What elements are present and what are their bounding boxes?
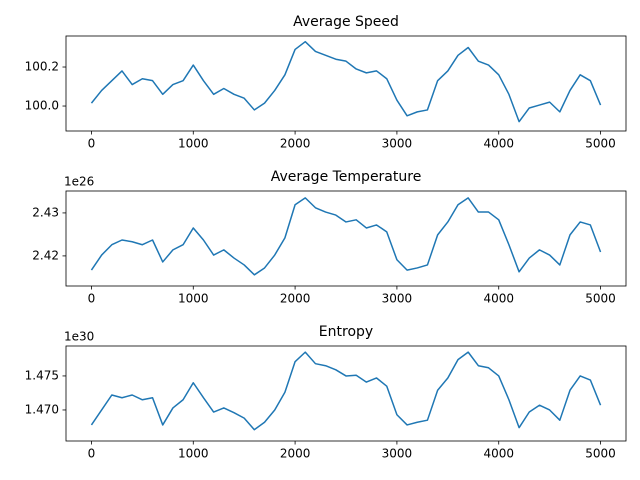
data-line: [90, 40, 602, 123]
data-line: [90, 351, 602, 431]
x-tick-label: 0: [88, 292, 96, 306]
y-tick-label: 1.475: [25, 368, 59, 382]
x-tick-label: 2000: [280, 137, 311, 151]
x-tick-label: 2000: [280, 447, 311, 461]
x-tick-label: 2000: [280, 292, 311, 306]
x-tick-label: 4000: [483, 137, 514, 151]
x-tick-label: 5000: [585, 447, 616, 461]
x-tick-label: 3000: [382, 137, 413, 151]
chart-title: Average Speed: [293, 14, 399, 30]
x-tick-label: 3000: [382, 447, 413, 461]
x-tick-label: 1000: [178, 447, 209, 461]
chart-title: Average Temperature: [271, 169, 422, 185]
y-tick-label: 100.2: [25, 60, 59, 74]
axes-frame: [65, 35, 627, 132]
x-tick-label: 5000: [585, 292, 616, 306]
y-tick-label: 2.42: [32, 248, 59, 262]
x-tick-label: 1000: [178, 137, 209, 151]
x-tick-label: 4000: [483, 447, 514, 461]
x-tick-label: 1000: [178, 292, 209, 306]
chart-title: Entropy: [319, 324, 373, 340]
x-tick-label: 3000: [382, 292, 413, 306]
y-tick-label: 100.0: [25, 99, 59, 113]
data-line: [90, 197, 602, 276]
x-tick-label: 4000: [483, 292, 514, 306]
y-tick-label: 1.470: [25, 402, 59, 416]
x-tick-label: 0: [88, 447, 96, 461]
offset-label: 1e30: [64, 330, 94, 344]
axes-frame: [65, 190, 627, 287]
offset-label: 1e26: [64, 175, 94, 189]
y-tick-label: 2.43: [32, 205, 59, 219]
x-tick-label: 0: [88, 137, 96, 151]
axes-frame: [65, 345, 627, 442]
x-tick-label: 5000: [585, 137, 616, 151]
